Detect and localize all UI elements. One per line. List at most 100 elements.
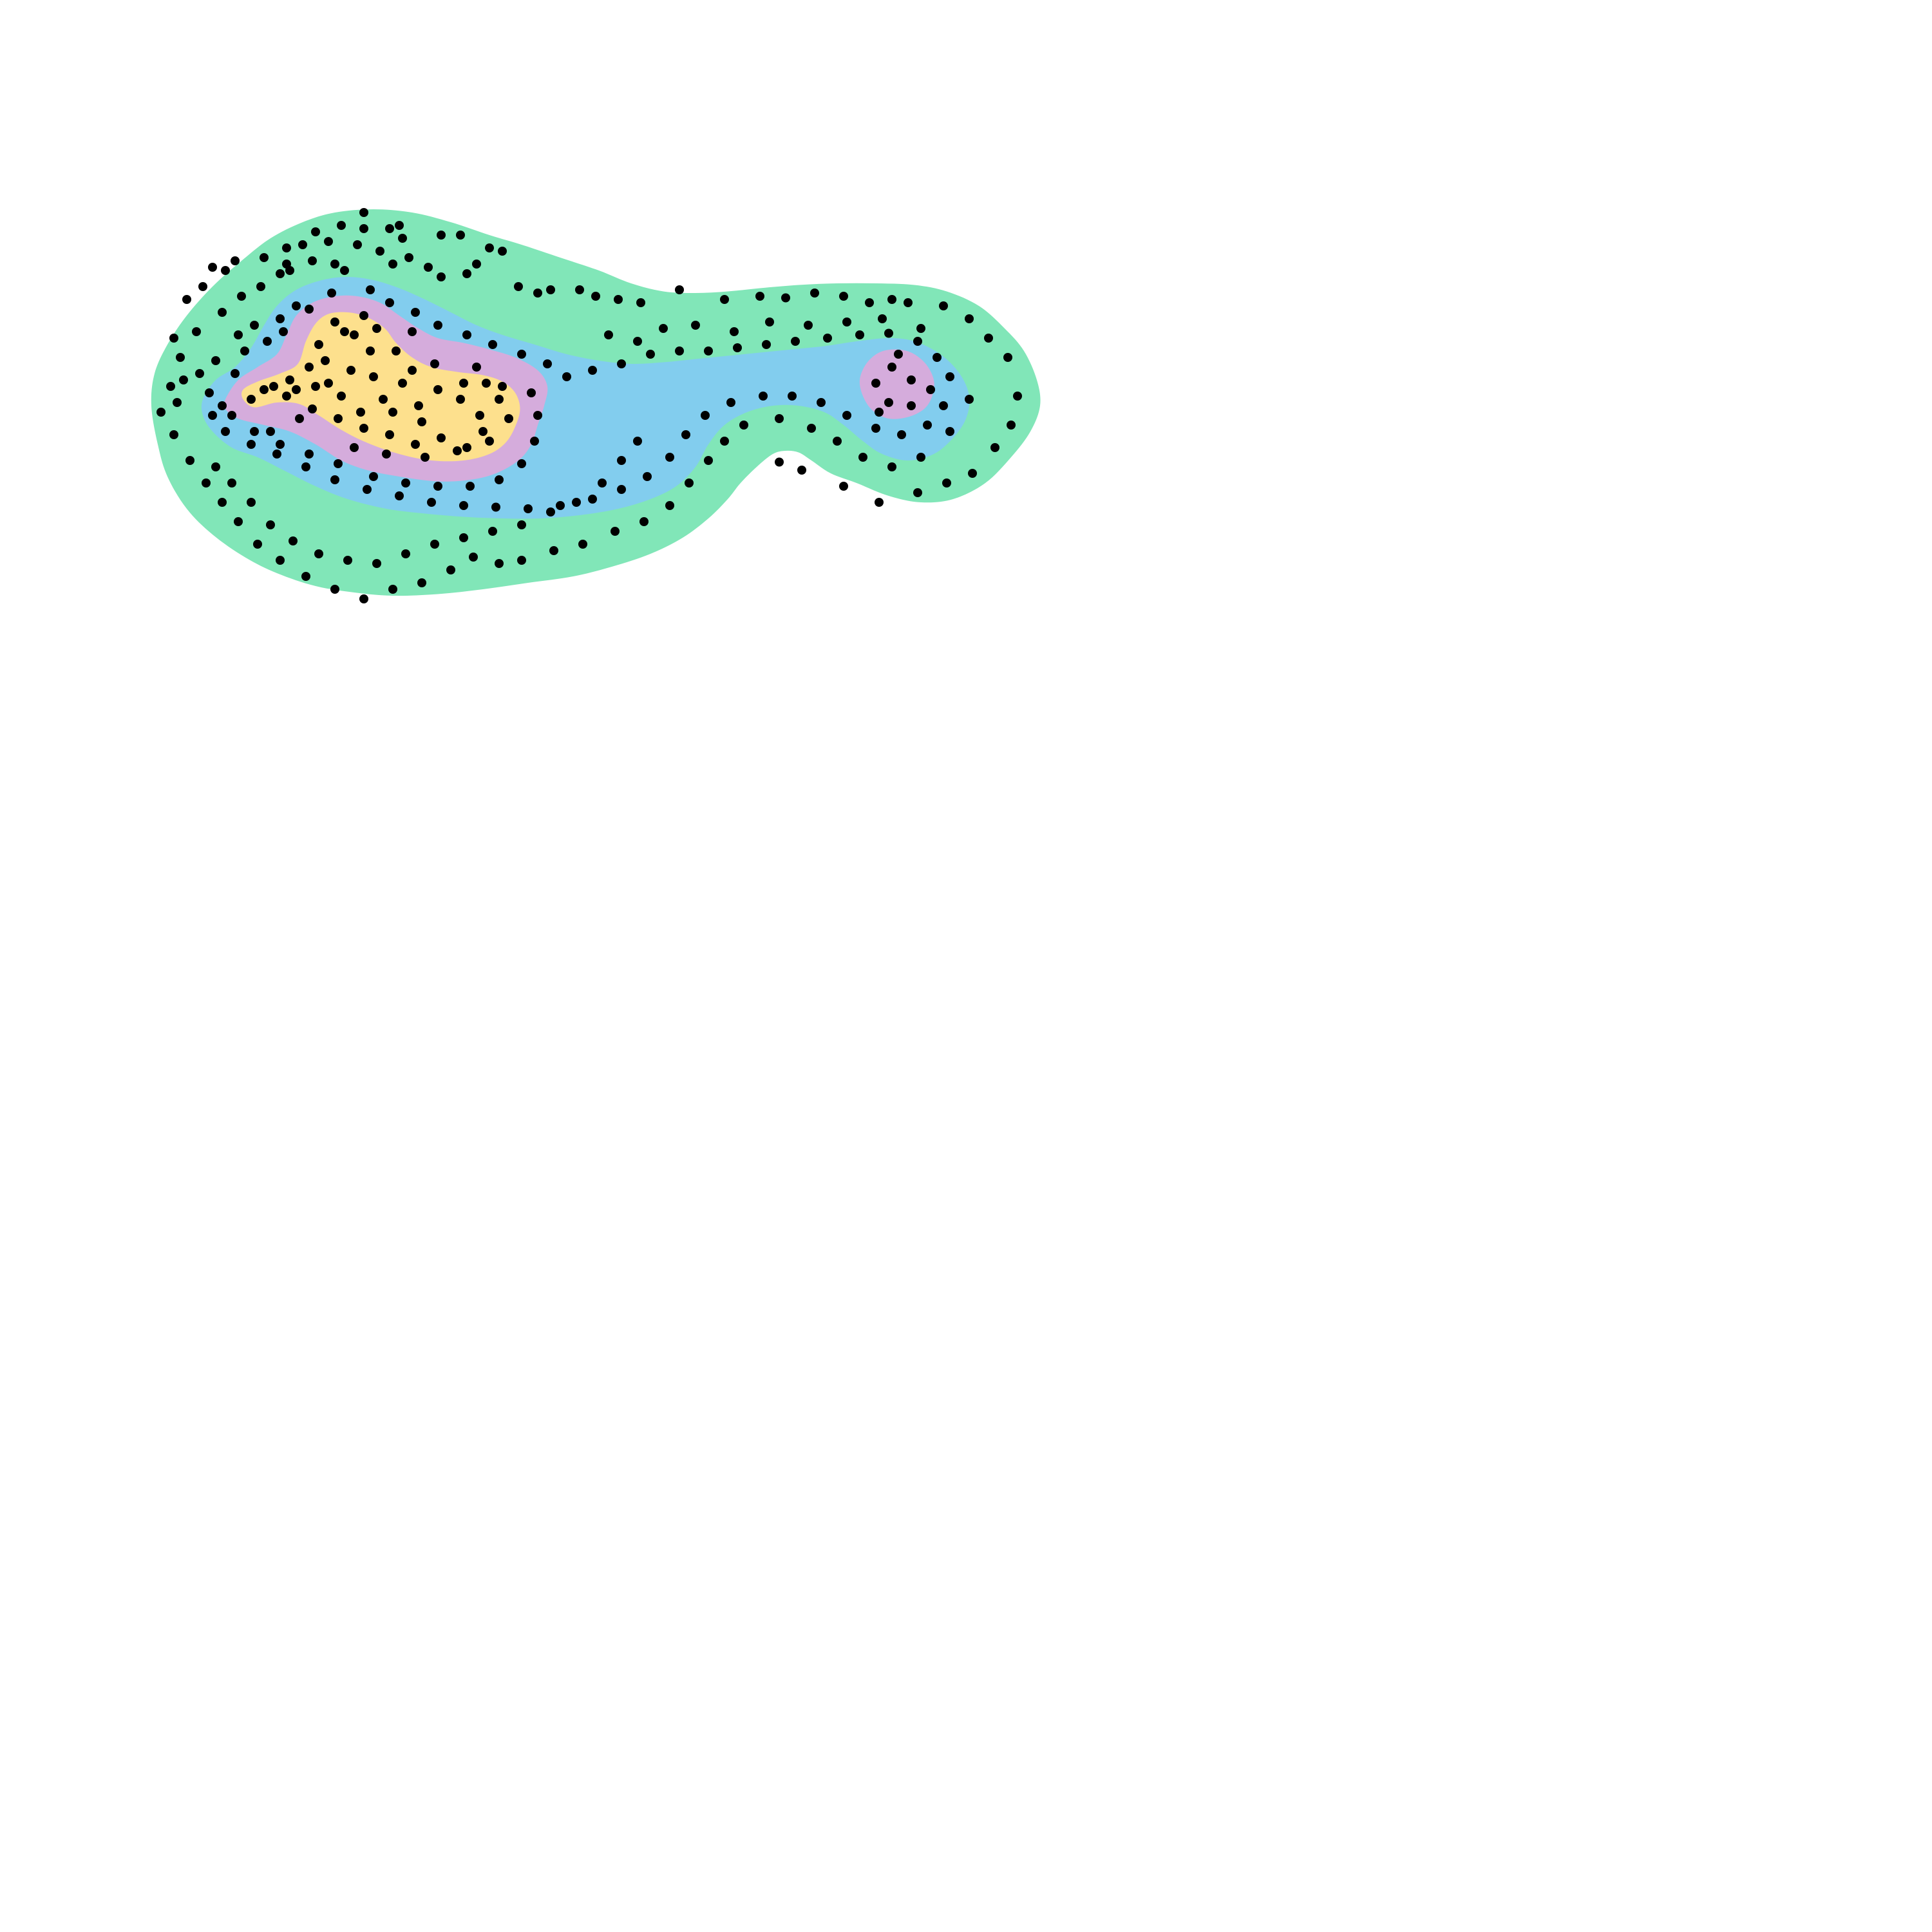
scatter-point — [256, 282, 265, 291]
scatter-point — [301, 462, 310, 471]
scatter-point — [614, 295, 623, 304]
scatter-point — [514, 282, 523, 291]
scatter-point — [823, 334, 832, 343]
scatter-point — [401, 478, 410, 488]
scatter-point — [488, 340, 497, 349]
scatter-point — [639, 517, 649, 526]
scatter-point — [314, 340, 323, 349]
scatter-point — [282, 243, 291, 252]
scatter-point — [276, 556, 285, 565]
scatter-point — [169, 430, 178, 439]
scatter-point — [775, 457, 784, 467]
scatter-point — [659, 324, 668, 333]
scatter-point — [340, 327, 349, 336]
scatter-point — [945, 372, 954, 381]
scatter-point — [527, 388, 536, 397]
scatter-point — [237, 292, 246, 301]
scatter-point — [478, 427, 488, 436]
scatter-point — [726, 398, 735, 407]
scatter-point — [359, 424, 368, 433]
scatter-point — [968, 469, 977, 478]
scatter-point — [533, 289, 542, 298]
scatter-point — [604, 330, 613, 339]
scatter-point — [330, 475, 339, 484]
scatter-point — [427, 498, 436, 507]
scatter-point — [875, 498, 884, 507]
scatter-point — [356, 408, 365, 417]
scatter-point — [359, 208, 368, 217]
scatter-point — [247, 395, 256, 404]
scatter-point — [633, 337, 642, 346]
scatter-point — [350, 330, 359, 339]
scatter-point — [395, 221, 404, 230]
scatter-point — [469, 553, 478, 562]
scatter-point — [430, 540, 439, 549]
scatter-point — [459, 533, 468, 542]
scatter-point — [234, 517, 243, 526]
scatter-point — [495, 559, 504, 568]
scatter-point — [791, 337, 800, 346]
scatter-point — [871, 379, 880, 388]
scatter-point — [366, 346, 375, 355]
scatter-point — [292, 385, 301, 394]
scatter-point — [775, 414, 784, 423]
scatter-point — [517, 459, 526, 468]
scatter-point — [395, 491, 404, 500]
scatter-point — [797, 466, 806, 475]
scatter-point — [945, 427, 954, 436]
scatter-point — [685, 478, 694, 488]
scatter-point — [933, 353, 942, 362]
scatter-point — [279, 327, 288, 336]
scatter-point — [408, 327, 417, 336]
scatter-point — [218, 308, 227, 317]
scatter-point — [289, 536, 298, 545]
scatter-point — [907, 401, 916, 410]
scatter-point — [913, 337, 922, 346]
scatter-point — [198, 282, 207, 291]
scatter-point — [865, 298, 874, 307]
scatter-point — [385, 224, 394, 233]
scatter-point — [234, 330, 243, 339]
scatter-point — [305, 450, 314, 459]
scatter-point — [166, 382, 175, 391]
scatter-point — [965, 314, 974, 323]
scatter-point — [904, 298, 913, 307]
scatter-point — [276, 440, 285, 449]
scatter-point — [720, 295, 729, 304]
scatter-point — [346, 366, 355, 375]
scatter-point — [385, 298, 394, 307]
scatter-point — [788, 392, 797, 401]
scatter-point — [453, 446, 462, 455]
scatter-point — [739, 421, 748, 430]
scatter-point — [308, 404, 317, 413]
scatter-point — [462, 269, 471, 278]
scatter-point — [916, 453, 925, 462]
scatter-point — [759, 392, 768, 401]
scatter-point — [276, 314, 285, 323]
scatter-point — [221, 266, 230, 275]
scatter-point — [231, 369, 240, 378]
scatter-point — [247, 440, 256, 449]
scatter-point — [369, 372, 378, 381]
scatter-point — [923, 421, 932, 430]
scatter-point — [942, 478, 951, 488]
scatter-point — [285, 266, 294, 275]
scatter-point — [691, 321, 700, 330]
scatter-point — [260, 253, 269, 262]
scatter-point — [240, 346, 249, 355]
scatter-point — [491, 502, 500, 512]
scatter-point — [984, 334, 993, 343]
scatter-point — [681, 430, 690, 439]
scatter-point — [675, 346, 684, 355]
scatter-point — [887, 462, 896, 471]
scatter-point — [878, 314, 887, 323]
scatter-point — [311, 227, 320, 236]
scatter-point — [437, 272, 446, 281]
scatter-point — [324, 237, 333, 246]
scatter-point — [343, 556, 352, 565]
scatter-point — [446, 565, 455, 574]
scatter-point — [282, 392, 291, 401]
scatter-point — [408, 366, 417, 375]
scatter-point — [417, 578, 426, 587]
scatter-point — [433, 385, 442, 394]
